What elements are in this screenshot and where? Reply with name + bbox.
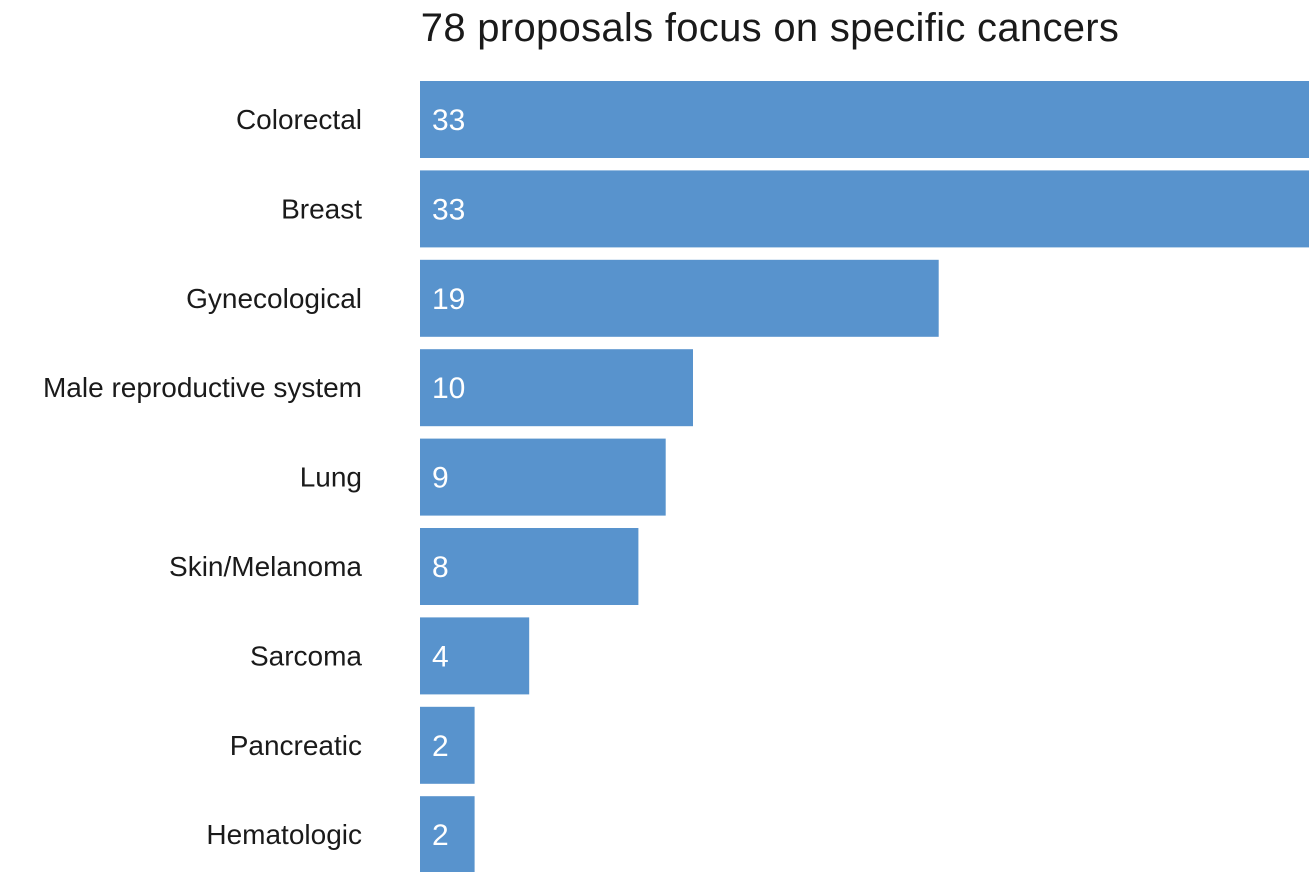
value-label-colorectal: 33 [432,104,465,137]
category-label-male-reproductive-system: Male reproductive system [43,372,362,403]
category-label-sarcoma: Sarcoma [250,640,362,671]
value-label-breast: 33 [432,193,465,226]
value-label-male-reproductive-system: 10 [432,372,465,405]
bar-skin-melanoma [420,528,639,605]
chart-title: 78 proposals focus on specific cancers [420,6,1120,50]
bar-lung [420,438,666,516]
bar-sarcoma [420,617,530,695]
value-label-sarcoma: 4 [432,640,449,673]
category-label-pancreatic: Pancreatic [230,730,362,761]
category-label-lung: Lung [300,462,362,493]
bar-gynecological [420,259,939,337]
bar-breast [420,170,1309,248]
bars-layer: Colorectal 33 Breast 33 Gynecological 19 Male … [43,81,1309,872]
value-label-hematologic: 2 [432,819,449,852]
bar-pancreatic [420,706,475,784]
category-label-gynecological: Gynecological [186,283,362,314]
bar-colorectal [420,81,1309,158]
value-label-pancreatic: 2 [432,730,449,763]
value-label-skin-melanoma: 8 [432,551,449,584]
bar-male-reproductive-system [420,349,693,427]
value-label-lung: 9 [432,462,449,495]
value-label-gynecological: 19 [432,283,465,316]
category-label-colorectal: Colorectal [236,104,362,135]
category-label-breast: Breast [281,193,362,224]
bar-hematologic [420,796,475,872]
category-label-skin-melanoma: Skin/Melanoma [169,551,362,582]
category-label-hematologic: Hematologic [206,819,362,850]
